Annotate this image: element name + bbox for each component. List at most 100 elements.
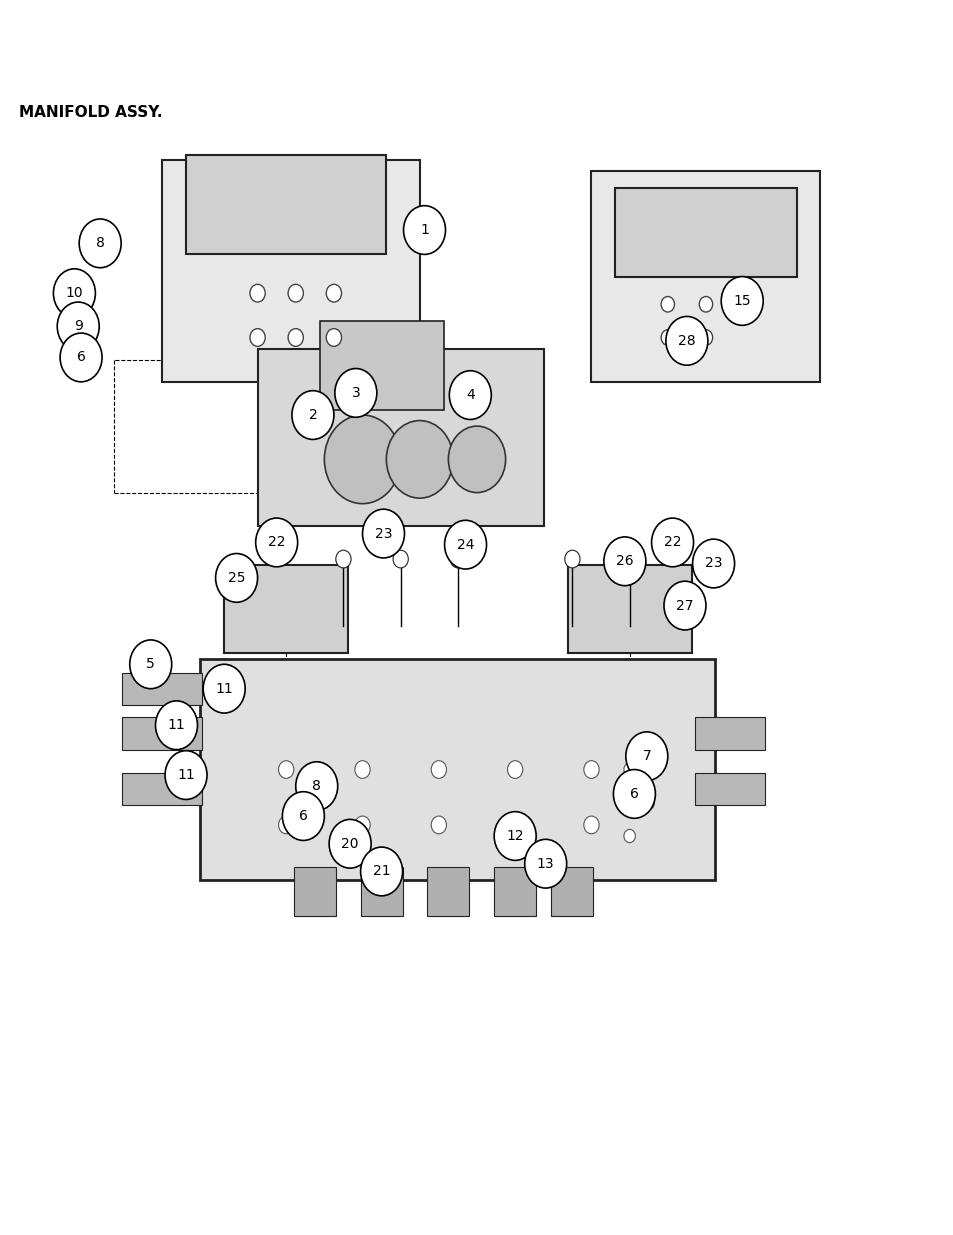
Circle shape [737,296,750,312]
Text: 5: 5 [146,657,155,672]
Circle shape [250,284,265,303]
Text: PAGE 106 — MAYCO ST-45HRM PUMP — OPERATION & PARTS MANUAL — REV. #4 (07/16/04): PAGE 106 — MAYCO ST-45HRM PUMP — OPERATI… [87,1199,866,1215]
Text: 8: 8 [312,779,321,793]
Circle shape [665,316,707,366]
Text: 23: 23 [375,526,392,541]
Circle shape [53,269,95,317]
Circle shape [386,421,453,498]
FancyBboxPatch shape [567,564,691,653]
Text: ST-45 PUMP — MANIFOLD ASSY.: ST-45 PUMP — MANIFOLD ASSY. [382,21,924,51]
Circle shape [621,551,637,568]
Text: 22: 22 [268,536,285,550]
Circle shape [60,333,102,382]
Circle shape [494,811,536,861]
FancyBboxPatch shape [494,867,536,916]
FancyBboxPatch shape [591,172,820,382]
Text: 11: 11 [215,682,233,695]
Text: 21: 21 [373,864,390,878]
Circle shape [623,830,635,842]
Circle shape [564,551,579,568]
Circle shape [623,763,635,776]
FancyBboxPatch shape [360,867,402,916]
Circle shape [603,537,645,585]
Text: 1: 1 [419,224,429,237]
Text: 8: 8 [95,236,105,251]
FancyBboxPatch shape [551,867,593,916]
Circle shape [448,426,505,493]
Circle shape [660,296,674,312]
Circle shape [250,329,265,346]
Circle shape [282,792,324,841]
FancyBboxPatch shape [162,161,419,382]
Circle shape [324,415,400,504]
Circle shape [660,330,674,346]
Circle shape [362,509,404,558]
Text: 20: 20 [341,837,358,851]
Circle shape [335,368,376,417]
Text: MANIFOLD ASSY.: MANIFOLD ASSY. [19,105,162,120]
Text: 15: 15 [733,294,750,308]
Circle shape [278,816,294,834]
Circle shape [651,517,693,567]
Circle shape [326,284,341,303]
FancyBboxPatch shape [29,138,924,1157]
Circle shape [692,540,734,588]
Circle shape [203,664,245,713]
Circle shape [431,761,446,778]
Circle shape [255,517,297,567]
Text: 6: 6 [76,351,86,364]
Text: 28: 28 [678,333,695,348]
Text: 6: 6 [629,787,639,802]
Circle shape [449,370,491,420]
FancyBboxPatch shape [694,718,764,750]
Text: 11: 11 [177,768,194,782]
FancyBboxPatch shape [694,773,764,805]
Circle shape [295,762,337,810]
Text: 13: 13 [537,857,554,871]
Circle shape [450,551,465,568]
FancyBboxPatch shape [200,658,715,881]
Circle shape [625,732,667,781]
Text: 3: 3 [351,385,360,400]
Text: 11: 11 [168,719,185,732]
Circle shape [613,769,655,819]
Circle shape [360,847,402,895]
Circle shape [288,329,303,346]
Circle shape [57,303,99,351]
FancyBboxPatch shape [224,564,348,653]
Circle shape [524,840,566,888]
Circle shape [292,390,334,440]
Circle shape [699,296,712,312]
Circle shape [165,751,207,799]
Circle shape [444,520,486,569]
Circle shape [288,284,303,303]
Circle shape [355,761,370,778]
Text: 7: 7 [641,750,651,763]
Text: 2: 2 [308,408,317,422]
Text: 25: 25 [228,571,245,585]
FancyBboxPatch shape [427,867,469,916]
Circle shape [329,819,371,868]
Circle shape [335,551,351,568]
FancyBboxPatch shape [257,348,543,526]
FancyBboxPatch shape [186,154,386,254]
Circle shape [355,816,370,834]
FancyBboxPatch shape [294,867,335,916]
Circle shape [215,553,257,603]
FancyBboxPatch shape [122,773,202,805]
Text: 6: 6 [298,809,308,823]
Circle shape [720,277,762,325]
Circle shape [155,700,197,750]
Text: 26: 26 [616,555,633,568]
Circle shape [79,219,121,268]
Circle shape [278,761,294,778]
Circle shape [699,330,712,346]
Circle shape [507,816,522,834]
Text: 4: 4 [465,388,475,403]
Text: 9: 9 [73,320,83,333]
FancyBboxPatch shape [122,718,202,750]
Text: 10: 10 [66,287,83,300]
FancyBboxPatch shape [122,673,202,705]
Circle shape [130,640,172,689]
Circle shape [663,582,705,630]
